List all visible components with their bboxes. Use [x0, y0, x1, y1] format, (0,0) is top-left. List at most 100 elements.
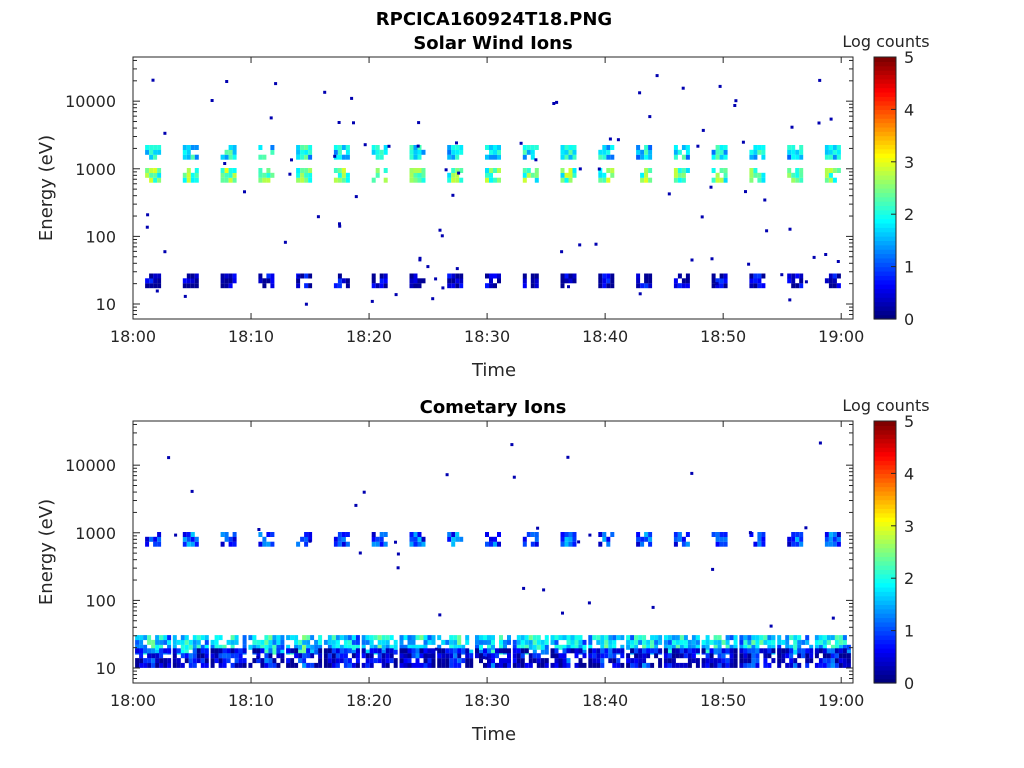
data-pixel: [479, 644, 483, 650]
data-pixel: [204, 639, 209, 645]
data-pixel: [526, 145, 531, 150]
data-pixel: [184, 658, 189, 664]
data-pixel: [385, 653, 390, 659]
data-pixel: [296, 172, 301, 178]
data-pixel: [522, 145, 527, 150]
data-pixel: [385, 658, 390, 664]
data-pixel: [679, 644, 684, 650]
data-pixel: [520, 662, 525, 668]
data-pixel: [757, 172, 762, 178]
data-pixel: [677, 168, 682, 173]
data-pixel: [562, 648, 567, 654]
data-pixel: [791, 532, 796, 537]
data-pixel: [568, 536, 573, 542]
data-pixel: [487, 648, 491, 654]
data-pixel: [347, 648, 352, 654]
data-pixel: [791, 536, 796, 542]
data-pixel: [582, 662, 587, 668]
data-pixel: [578, 644, 583, 650]
data-pixel: [747, 658, 752, 664]
data-pixel: [184, 649, 189, 655]
data-pixel: [725, 662, 730, 668]
data-pixel: [268, 662, 273, 668]
data-pixel: [642, 648, 647, 654]
data-pixel: [671, 662, 676, 668]
data-pixel: [379, 149, 384, 155]
data-pixel: [667, 649, 672, 655]
data-pixel: [453, 658, 458, 664]
data-pixel: [163, 658, 168, 664]
data-pixel: [421, 149, 426, 155]
data-pixel: [308, 149, 313, 155]
data-pixel: [493, 168, 497, 173]
data-pixel: [459, 273, 464, 279]
data-pixel: [769, 624, 773, 628]
data-pixel: [558, 644, 563, 650]
data-pixel: [608, 639, 613, 645]
data-pixel: [592, 662, 597, 668]
data-pixel: [723, 541, 728, 547]
data-pixel: [826, 662, 831, 668]
data-pixel: [371, 278, 376, 284]
data-pixel: [192, 635, 197, 641]
data-pixel: [832, 168, 837, 173]
data-pixel: [323, 662, 328, 668]
data-pixel: [667, 644, 672, 650]
data-pixel: [286, 658, 291, 664]
data-pixel: [157, 177, 162, 183]
data-pixel: [801, 639, 806, 645]
colorbar-segment: [874, 240, 896, 246]
data-pixel: [818, 639, 823, 645]
colorbar-segment: [874, 634, 896, 640]
data-pixel: [648, 273, 653, 279]
data-pixel: [483, 648, 487, 654]
data-pixel: [139, 662, 144, 668]
data-pixel: [172, 635, 177, 641]
data-pixel: [268, 658, 273, 664]
data-pixel: [479, 658, 483, 664]
colorbar-segment: [874, 109, 896, 115]
data-pixel: [361, 653, 366, 659]
data-pixel: [296, 177, 301, 183]
colorbar-tick-label: 3: [904, 517, 914, 536]
data-pixel: [345, 154, 350, 160]
data-pixel: [270, 278, 275, 284]
data-pixel: [489, 536, 493, 542]
colorbar-segment: [874, 626, 896, 632]
data-pixel: [620, 644, 625, 650]
data-pixel: [218, 653, 223, 659]
data-pixel: [339, 644, 344, 650]
data-pixel: [596, 648, 601, 654]
colorbar-segment: [874, 569, 896, 575]
data-pixel: [447, 532, 452, 537]
data-pixel: [453, 662, 458, 668]
data-pixel: [831, 616, 835, 620]
data-pixel: [347, 658, 352, 664]
data-pixel: [751, 653, 756, 659]
data-pixel: [354, 503, 358, 507]
data-pixel: [204, 658, 209, 664]
data-pixel: [530, 273, 535, 279]
data-pixel: [266, 177, 271, 183]
data-pixel: [761, 145, 766, 150]
data-pixel: [371, 177, 376, 183]
data-pixel: [497, 273, 501, 279]
colorbar-segment: [874, 556, 896, 562]
data-pixel: [499, 662, 503, 668]
data-pixel: [451, 278, 456, 284]
data-pixel: [822, 662, 827, 668]
data-pixel: [270, 145, 275, 150]
data-pixel: [560, 154, 565, 160]
data-pixel: [642, 639, 647, 645]
colorbar-segment: [874, 503, 896, 509]
data-pixel: [568, 145, 573, 150]
data-pixel: [272, 662, 277, 668]
data-pixel: [371, 536, 376, 542]
data-pixel: [528, 644, 533, 650]
data-pixel: [709, 662, 714, 668]
data-pixel: [220, 541, 225, 547]
colorbar-segment: [874, 473, 896, 479]
colorbar-tick-label: 0: [904, 310, 914, 329]
data-pixel: [407, 653, 412, 659]
data-pixel: [824, 177, 829, 183]
